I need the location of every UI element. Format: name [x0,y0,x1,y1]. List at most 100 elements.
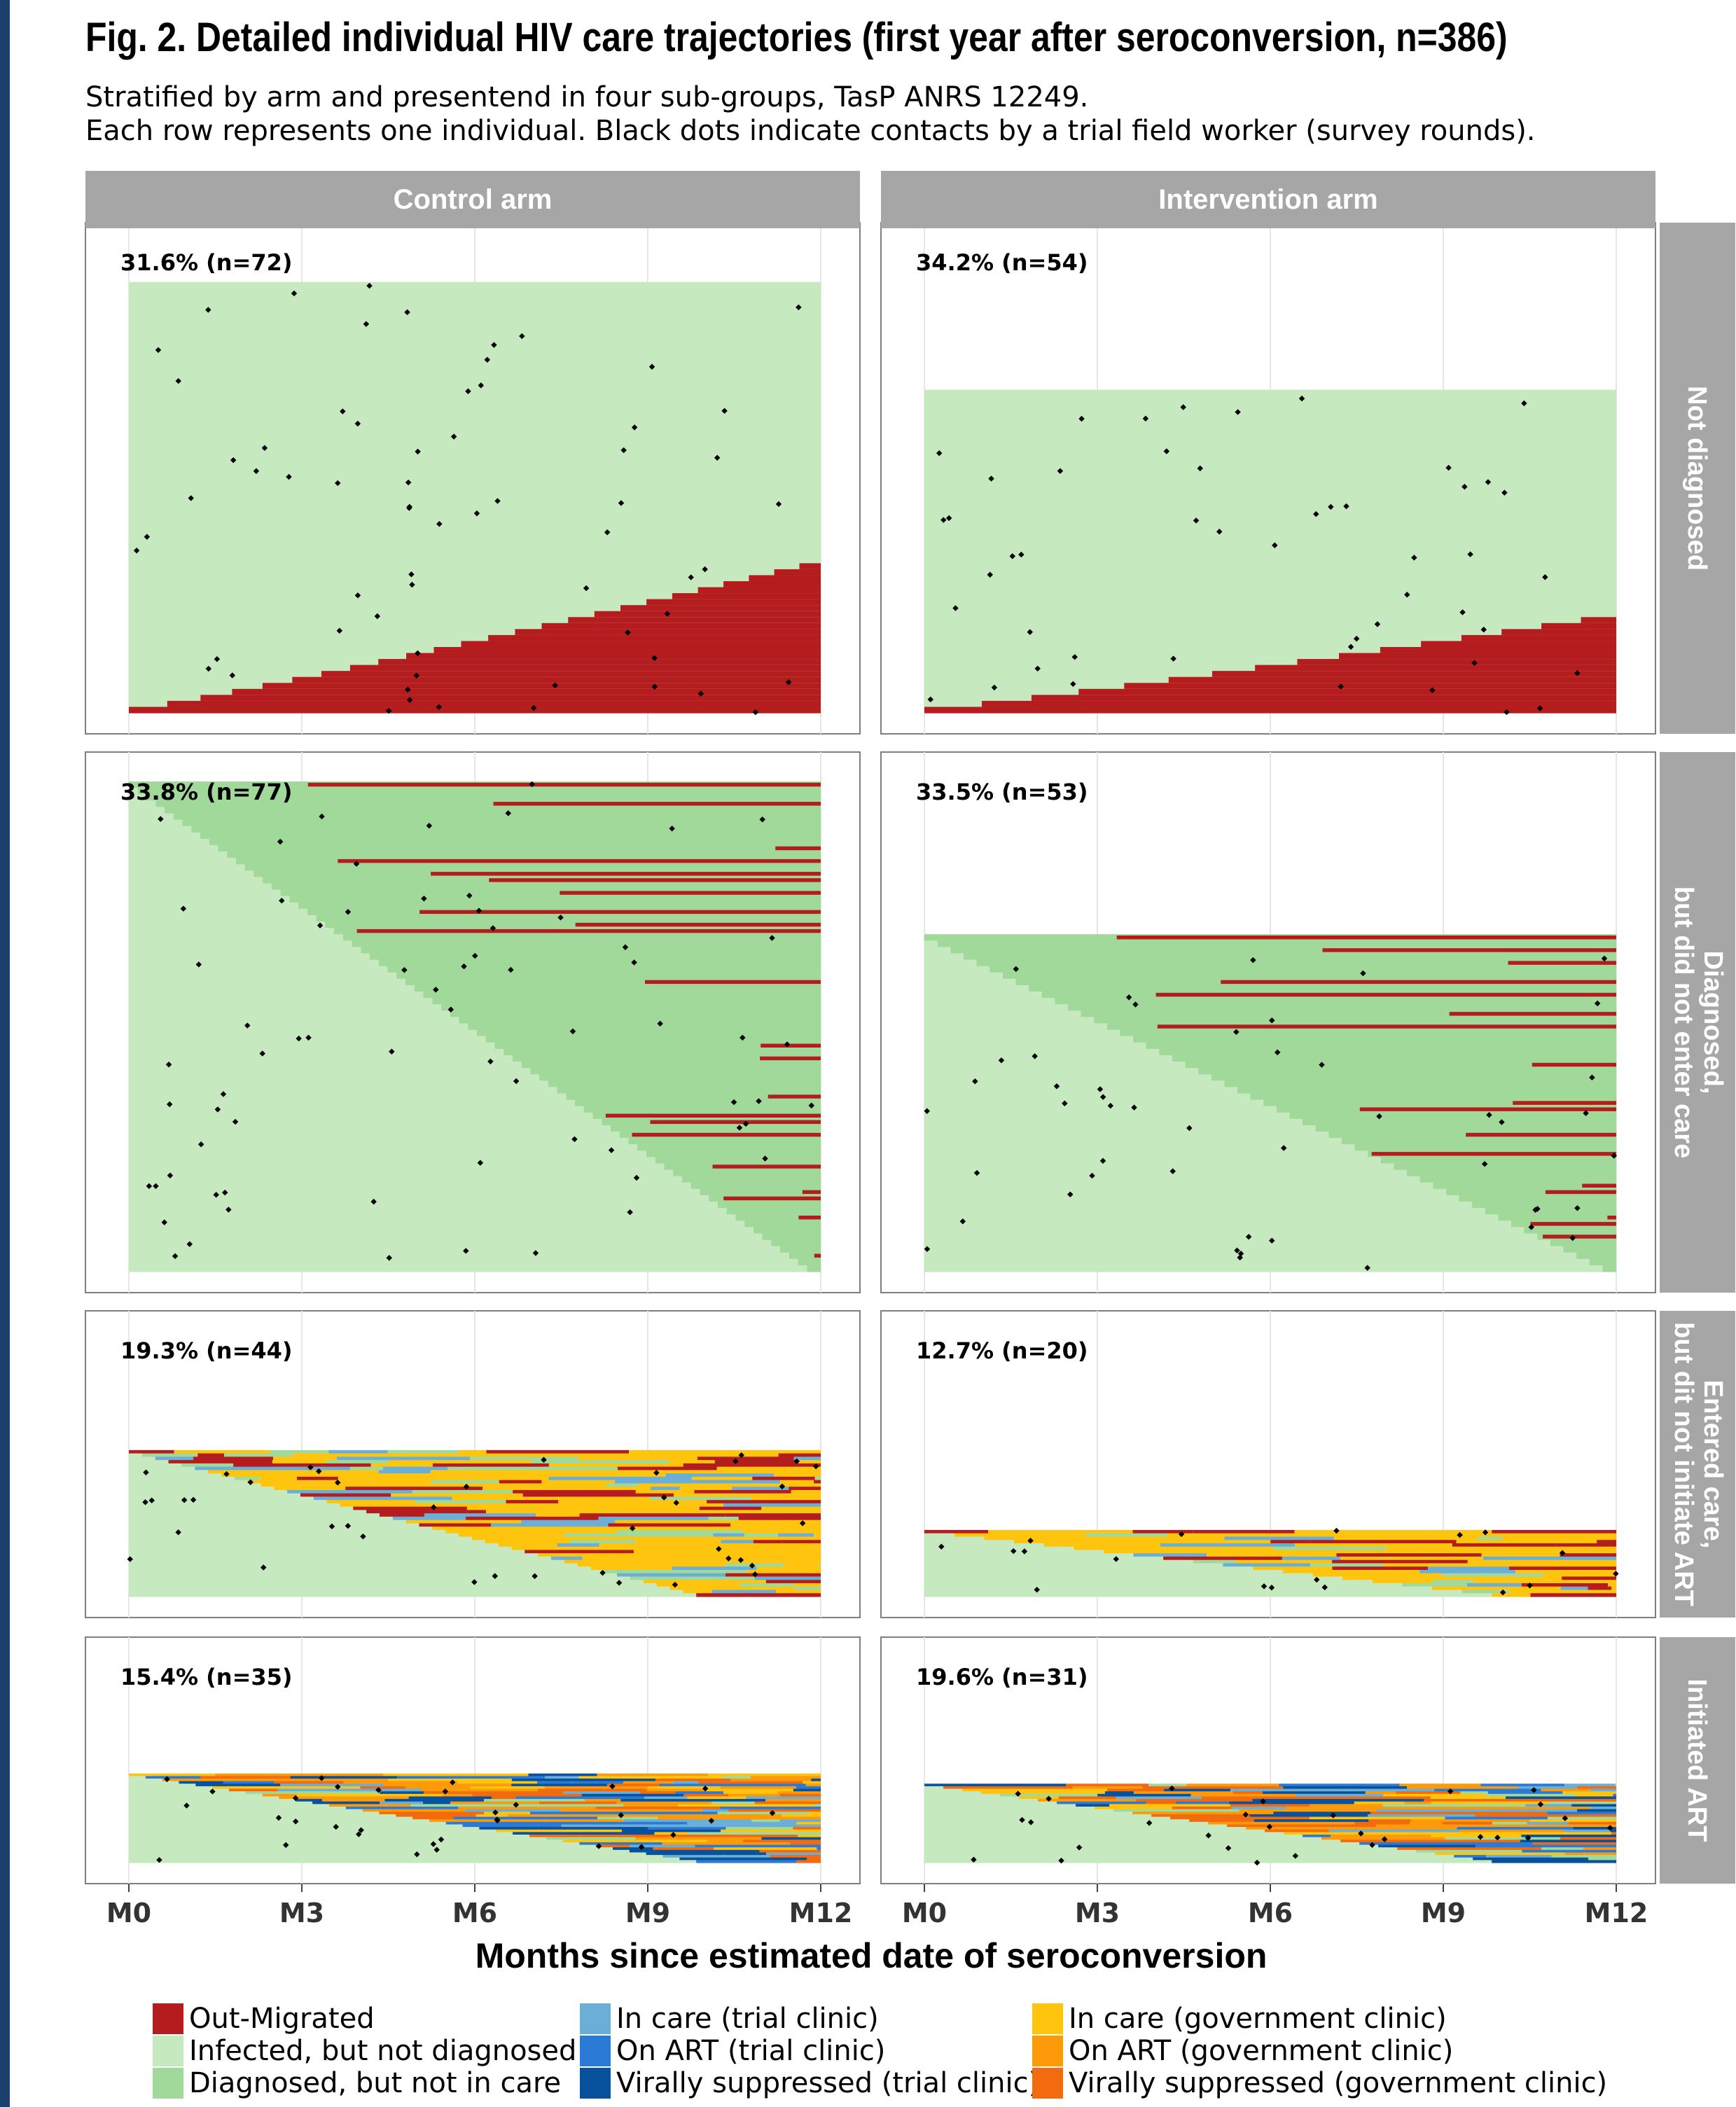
segment-on-art-trial-clinic [515,1796,645,1800]
contact-dot [414,1851,420,1858]
trajectory-row [129,1480,821,1484]
trajectory-row [924,623,1616,630]
segment-on-art-trial-clinic [1445,1816,1548,1820]
trajectory-row [129,826,821,833]
segment-out-migrated [1421,641,1616,648]
segment-infected-not-diagnosed [924,940,938,947]
segment-infected-not-diagnosed [129,1786,213,1790]
contact-dot [672,1581,679,1588]
segment-on-art-trial-clinic [1457,1827,1574,1830]
segment-infected-not-diagnosed [129,485,821,492]
strip-label-not-diagnosed: Not diagnosed [1682,386,1711,571]
contact-dot [742,1120,749,1127]
segment-diagnosed-but-not-in-care [717,1812,810,1815]
segment-out-migrated [697,1456,794,1461]
contact-dot [620,447,627,454]
segment-in-care-government-clinic [1282,1569,1420,1574]
segment-in-care-government-clinic [673,1493,774,1498]
trajectory-row [924,1812,1616,1815]
contact-dot [952,605,959,611]
segment-in-care-government-clinic [1611,1586,1616,1591]
contact-dot [669,826,675,832]
segment-infected-not-diagnosed [924,1112,1290,1120]
segment-in-care-government-clinic [1430,1796,1506,1800]
trajectory-row [129,1214,821,1221]
segment-on-art-government-clinic [1510,1824,1616,1828]
contact-dot [595,1843,602,1849]
trajectory-row [129,998,821,1005]
contact-dot [477,1160,484,1166]
trajectory-row [129,318,821,325]
trajectory-row [924,1837,1616,1840]
segment-on-art-government-clinic [1376,1824,1511,1828]
segment-on-art-government-clinic [765,1799,821,1802]
segment-diagnosed-not-in-care [146,794,821,801]
segment-infected-not-diagnosed [129,1819,429,1823]
trajectory-row [924,1824,1616,1828]
segment-in-care-government-clinic [1235,1559,1333,1564]
trajectory-row [129,700,821,708]
contact-dot [1280,1145,1287,1151]
segment-in-care-government-clinic [814,1533,821,1538]
segment-on-art-trial-clinic [1434,1788,1541,1792]
trajectory-row [129,1087,821,1094]
trajectory-row [924,1540,1616,1544]
segment-infected-not-diagnosed [129,1487,275,1491]
segment-on-art-government-clinic [385,1804,411,1807]
segment-diagnosed-not-in-care [1380,1157,1616,1164]
segment-on-art-trial-clinic [1475,1844,1616,1848]
segment-on-art-government-clinic [805,1783,821,1787]
segment-infected-not-diagnosed [129,1793,263,1797]
segment-in-care-government-clinic [538,1553,610,1557]
segment-out-migrated [419,1523,492,1527]
segment-in-care-trial-clinic [1563,1829,1611,1833]
trajectory-row [129,1593,821,1597]
contact-dot [1537,1801,1544,1807]
segment-out-migrated [433,647,821,654]
contact-dot [688,574,694,580]
segment-in-care-government-clinic [1565,1559,1613,1564]
segment-in-care-government-clinic [1612,1559,1616,1564]
segment-out-migrated [499,1480,542,1484]
segment-infected-not-diagnosed [924,1202,1473,1209]
segment-infected-not-diagnosed [129,1476,235,1481]
contact-dot [1499,1119,1505,1125]
segment-in-care-trial-clinic [1590,1807,1616,1810]
segment-diagnosed-not-in-care [1289,1112,1616,1120]
trajectory-row [924,1265,1616,1272]
segment-infected-not-diagnosed [129,1520,406,1524]
segment-infected-not-diagnosed [129,545,821,552]
trajectory-row [129,1093,821,1101]
segment-diagnosed-not-in-care [789,1252,821,1260]
segment-in-care-government-clinic [174,1449,217,1454]
trajectory-row [129,883,821,891]
segment-virally-suppressed-government-clinic [1257,1786,1284,1790]
contact-dot [971,1856,977,1863]
segment-in-care-government-clinic [744,1453,779,1457]
segment-virally-suppressed-trial-clinic [1520,1840,1616,1843]
segment-virally-suppressed-trial-clinic [724,1852,767,1856]
segment-on-art-government-clinic [791,1816,821,1820]
segment-on-art-government-clinic [1365,1791,1396,1795]
trajectory-row [924,972,1616,980]
segment-infected-not-diagnosed [924,1169,1407,1177]
segment-on-art-trial-clinic [530,1812,607,1815]
segment-infected-not-diagnosed [924,1062,1186,1069]
segment-infected-not-diagnosed [924,1150,1368,1157]
trajectory-row [924,959,1616,967]
trajectory-row [924,1590,1616,1594]
segment-diagnosed-not-in-care [548,1080,821,1087]
trajectory-row [129,1483,821,1487]
segment-infected-not-diagnosed [129,1195,709,1202]
segment-in-care-trial-clinic [711,1590,777,1594]
segment-in-care-trial-clinic [1230,1788,1342,1792]
segment-diagnosed-not-in-care [1250,1093,1616,1101]
trajectory-row [129,1786,821,1790]
contact-dot [1019,1816,1025,1823]
contact-dot [1504,709,1510,716]
trajectory-row [924,1017,1616,1024]
segment-out-migrated [1336,1553,1482,1557]
segment-in-care-trial-clinic [424,1496,452,1501]
segment-diagnosed-but-not-in-care [141,1453,198,1457]
segment-on-art-government-clinic [616,1801,711,1804]
